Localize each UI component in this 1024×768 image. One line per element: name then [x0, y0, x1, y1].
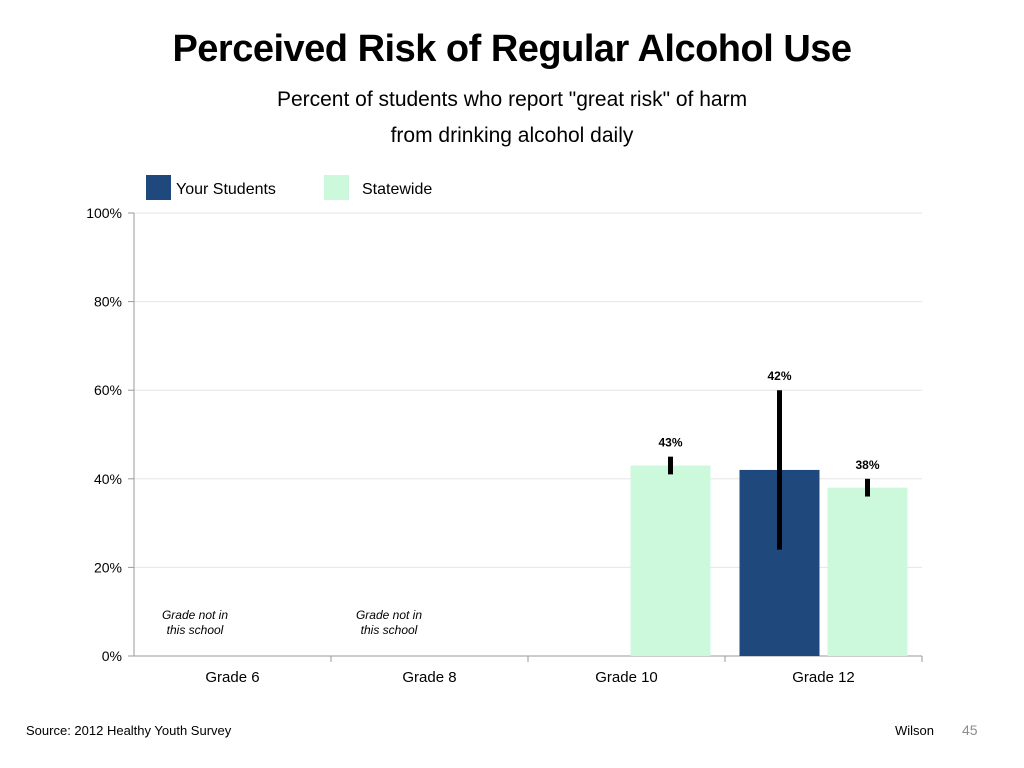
bar-statewide — [827, 487, 908, 656]
chart-title: Perceived Risk of Regular Alcohol Use — [172, 28, 852, 70]
y-tick-label: 60% — [94, 382, 122, 398]
grade-6-note-line-2: this school — [166, 623, 224, 637]
chart-subtitle-line-1: Percent of students who report "great ri… — [276, 88, 748, 111]
legend-label-your-students: Your Students — [176, 181, 276, 198]
footer-source: Source: 2012 Healthy Youth Survey — [26, 723, 232, 738]
data-label-statewide: 43% — [658, 436, 682, 450]
y-tick-label: 80% — [94, 294, 122, 310]
grade-6-note-line-1: Grade not in — [161, 608, 229, 622]
grade-8-note-line-2: this school — [360, 623, 418, 637]
legend-swatch-statewide — [324, 175, 349, 200]
y-tick-label: 0% — [102, 648, 122, 664]
x-tick-label: Grade 8 — [402, 669, 456, 686]
legend-swatch-your-students — [146, 175, 171, 200]
page-number: 45 — [962, 722, 978, 738]
grade-6-note: Grade not in this school — [135, 608, 255, 638]
grade-8-note: Grade not in this school — [329, 608, 449, 638]
legend-label-statewide: Statewide — [362, 181, 432, 198]
x-tick-label: Grade 12 — [792, 669, 855, 686]
data-label-your-students: 42% — [767, 369, 791, 383]
chart-subtitle-line-2: from drinking alcohol daily — [390, 124, 634, 147]
y-tick-label: 100% — [86, 205, 122, 221]
data-label-statewide: 38% — [855, 458, 879, 472]
bar-statewide — [630, 465, 711, 656]
y-tick-label: 20% — [94, 559, 122, 575]
x-tick-label: Grade 10 — [595, 669, 658, 686]
footer-author: Wilson — [895, 723, 935, 738]
grade-8-note-line-1: Grade not in — [355, 608, 423, 622]
y-tick-label: 40% — [94, 471, 122, 487]
x-tick-label: Grade 6 — [205, 669, 259, 686]
